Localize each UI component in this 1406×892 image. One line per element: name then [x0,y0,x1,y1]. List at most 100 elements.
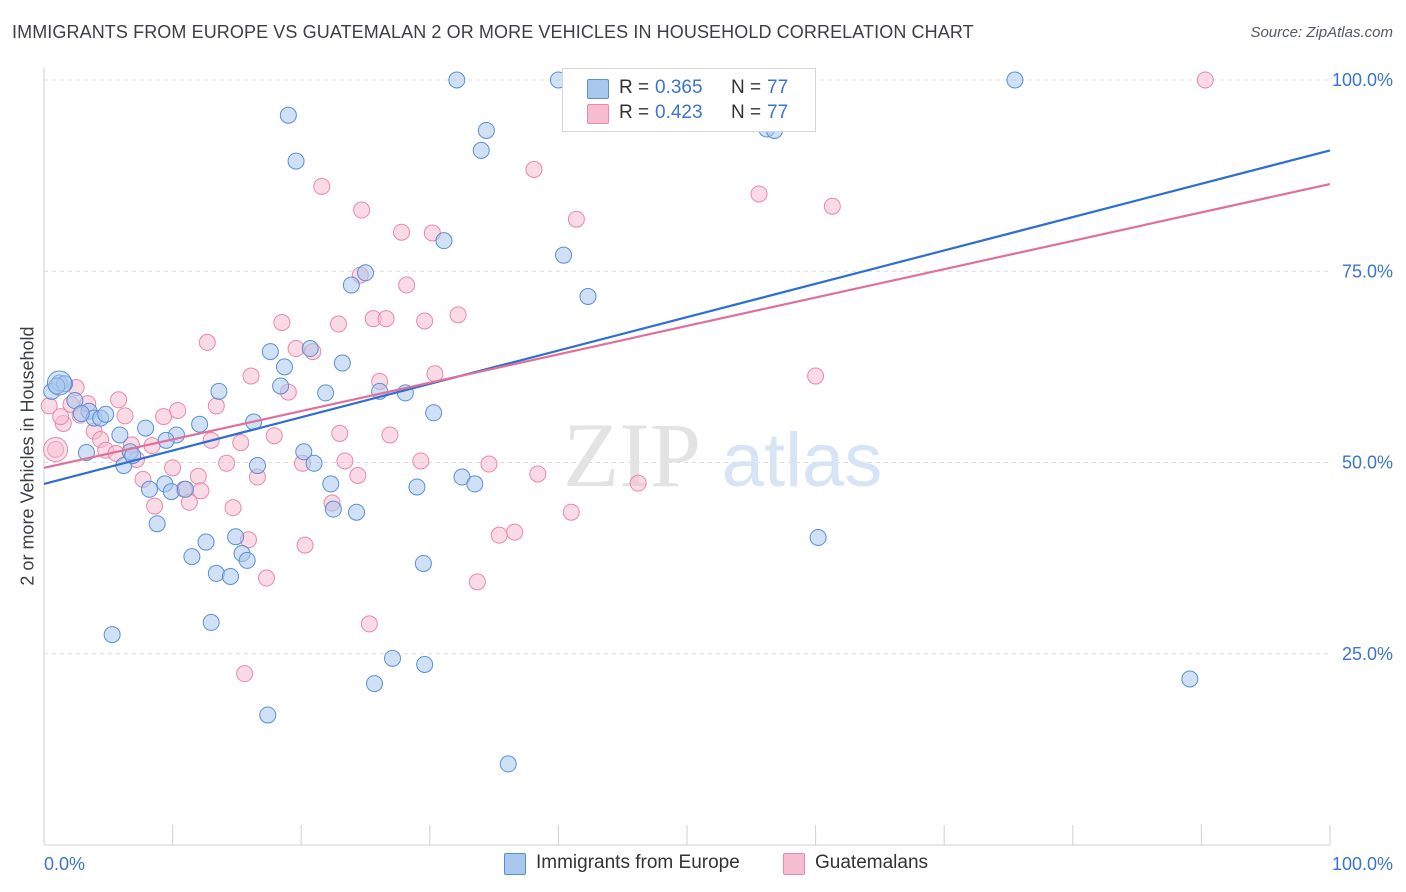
r-value: 0.423 [655,102,703,123]
source-label: Source: ZipAtlas.com [1250,24,1393,41]
point-guatemalan [562,503,580,521]
point-guatemalan [155,408,173,426]
point-guatemalan [207,397,225,415]
point-europe [221,567,239,585]
point-guatemalan [313,177,331,195]
point-europe [248,457,266,475]
point-guatemalan [398,276,416,294]
y-tick-label: 100.0% [1332,70,1393,90]
point-guatemalan-large [43,436,69,462]
point-europe [259,706,277,724]
point-europe [414,554,432,572]
point-guatemalan [823,197,841,215]
point-guatemalan [169,401,187,419]
point-guatemalan [218,454,236,472]
point-guatemalan [331,424,349,442]
legend-label-guatemalans: Guatemalans [815,852,929,873]
point-europe [477,121,495,139]
point-guatemalan [349,467,367,485]
chart-title: IMMIGRANTS FROM EUROPE VS GUATEMALAN 2 O… [12,22,974,42]
legend-label-europe: Immigrants from Europe [536,852,740,873]
tick-labels: 25.0% 50.0% 75.0% 100.0% 0.0% 100.0% [44,70,1393,874]
series-guatemalans [40,71,1214,683]
point-guatemalan [224,499,242,517]
point-europe [48,377,66,395]
legend-swatch-guatemalans [783,853,805,875]
point-europe [148,515,166,533]
point-europe [324,500,342,518]
point-guatemalan [164,459,182,477]
point-europe [809,528,827,546]
point-europe [238,551,256,569]
point-europe [472,141,490,159]
point-guatemalan [480,455,498,473]
point-europe [366,675,384,693]
point-europe [579,287,597,305]
watermark: ZIP atlas [563,404,882,506]
point-guatemalan [242,367,260,385]
swatch-guatemalans [587,104,609,124]
gridlines [44,79,1330,655]
trendline-europe [43,149,1331,485]
point-europe [425,404,443,422]
point-guatemalan [449,306,467,324]
n-label: N = [731,102,762,123]
y-tick-label: 25.0% [1342,644,1393,664]
point-guatemalan [198,333,216,351]
point-europe [499,755,517,773]
y-tick-label: 75.0% [1342,261,1393,281]
point-europe [416,655,434,673]
point-guatemalan [416,312,434,330]
point-guatemalan [529,465,547,483]
point-europe [97,405,115,423]
r-value: 0.365 [655,77,703,98]
point-guatemalan [232,434,250,452]
y-tick-label: 50.0% [1342,453,1393,473]
point-europe [322,475,340,493]
point-europe [342,276,360,294]
watermark-zip: ZIP [563,404,701,506]
point-guatemalan [567,210,585,228]
point-europe [1006,71,1024,89]
point-guatemalan [329,315,347,333]
point-europe [261,343,279,361]
stats-box: R = 0.365 N = 77 R = 0.423 N = 77 [562,68,816,132]
point-guatemalan [525,161,543,179]
point-guatemalan [377,310,395,328]
point-guatemalan [490,526,508,544]
point-guatemalan [296,536,314,554]
point-guatemalan [146,497,164,515]
point-europe [357,264,374,282]
point-europe [72,405,90,423]
point-europe [287,152,305,170]
point-guatemalan [116,407,134,425]
point-guatemalan [381,426,399,444]
n-label: N = [731,77,762,98]
point-europe [183,548,201,566]
point-europe [210,382,228,400]
point-guatemalan [110,391,128,409]
point-europe [295,443,313,461]
point-guatemalan [273,314,291,332]
point-europe [272,377,290,395]
point-europe [384,649,402,667]
point-europe [103,626,121,644]
point-guatemalan [360,615,378,633]
point-europe [305,454,323,472]
point-europe [408,478,426,496]
point-europe [227,528,245,546]
point-guatemalan [236,665,254,683]
point-europe [176,480,194,498]
point-guatemalan [750,185,768,203]
point-europe [466,475,484,493]
n-value: 77 [767,102,789,123]
legend: Immigrants from Europe Guatemalans [0,852,1406,878]
legend-swatch-europe [504,853,526,875]
point-europe [301,340,319,358]
point-europe [140,480,158,498]
point-guatemalan [807,367,825,385]
point-europe [1181,670,1199,688]
point-guatemalan [192,482,210,500]
point-europe [333,354,351,372]
